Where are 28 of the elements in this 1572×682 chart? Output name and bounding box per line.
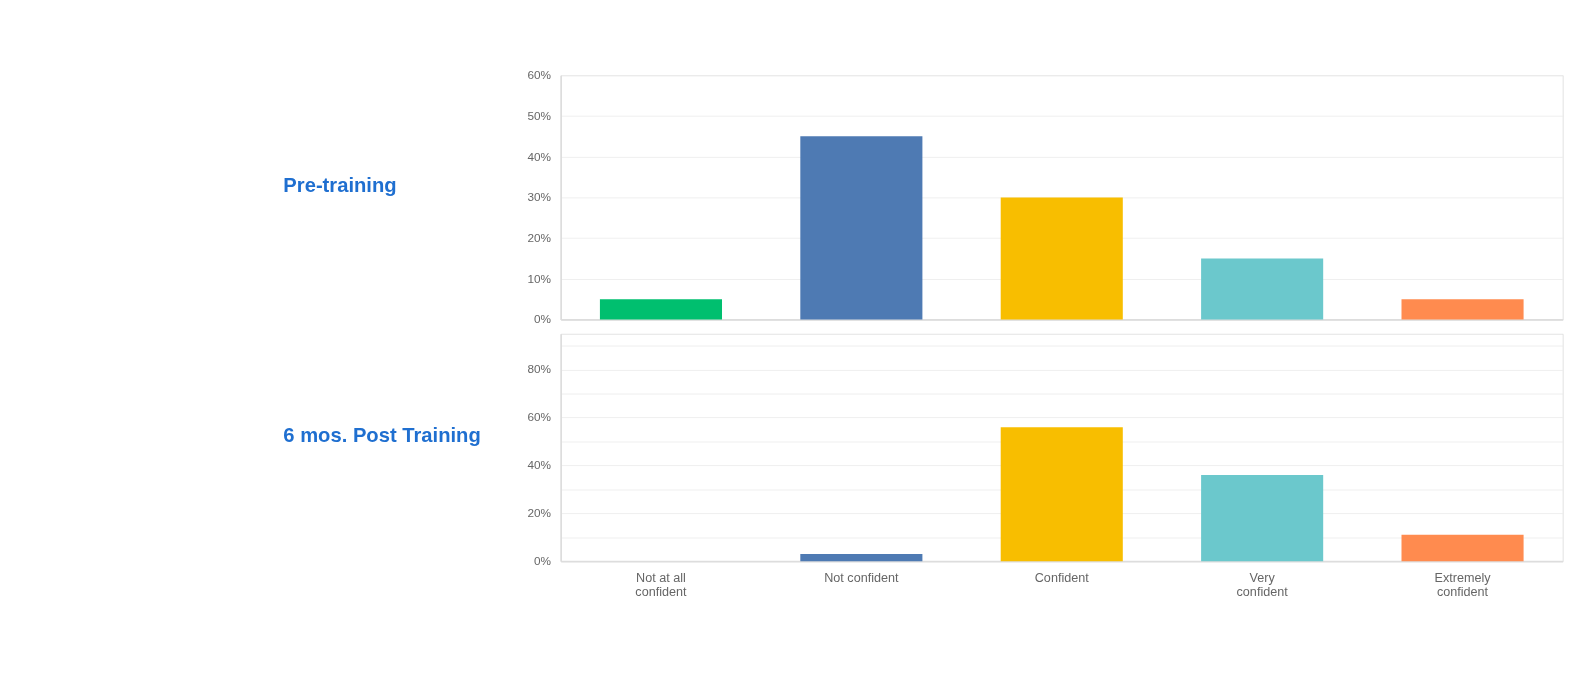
bar xyxy=(599,299,723,320)
x-tick-label: Extremely confident xyxy=(1434,570,1492,600)
bar xyxy=(1201,258,1324,320)
y-tick-label: 0% xyxy=(534,553,552,567)
x-tick-label: Very confident xyxy=(1236,570,1289,600)
y-tick-label: 60% xyxy=(527,68,552,82)
y-tick-label: 20% xyxy=(527,506,552,520)
y-tick-label: 10% xyxy=(527,271,552,285)
y-tick-label: 40% xyxy=(527,149,552,163)
bar xyxy=(1201,475,1324,562)
y-tick-label: 20% xyxy=(527,230,552,244)
y-tick-label: 60% xyxy=(527,410,552,424)
y-tick-label: 0% xyxy=(534,312,552,326)
bar xyxy=(1401,299,1524,320)
bar xyxy=(800,136,923,320)
x-tick-label: Not confident xyxy=(824,570,899,585)
bar xyxy=(1401,534,1524,562)
y-axis-title: 6 mos. Post Training xyxy=(283,424,481,447)
bar xyxy=(800,553,923,562)
y-tick-label: 30% xyxy=(527,190,552,204)
y-tick-label: 40% xyxy=(527,458,552,472)
bar xyxy=(1000,197,1123,320)
y-tick-label: 50% xyxy=(527,108,552,122)
x-tick-label: Not at all confident xyxy=(635,570,688,600)
y-axis-title: Pre-training xyxy=(283,173,397,196)
y-tick-label: 80% xyxy=(527,362,552,376)
x-tick-label: Confident xyxy=(1034,570,1090,585)
bar xyxy=(1000,427,1123,562)
